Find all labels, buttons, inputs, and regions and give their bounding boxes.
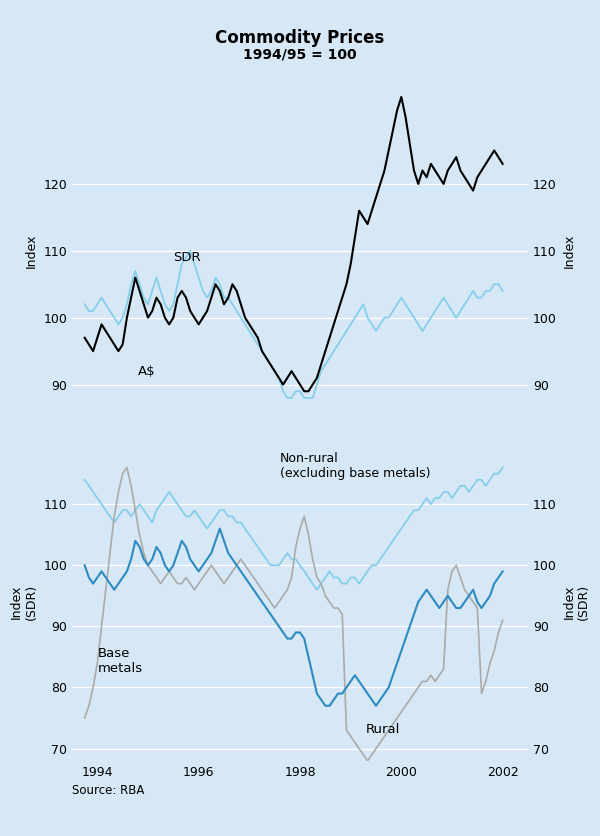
Text: 1994/95 = 100: 1994/95 = 100 [243, 48, 357, 61]
Y-axis label: Index
(SDR): Index (SDR) [562, 584, 590, 620]
Text: Source: RBA: Source: RBA [72, 783, 145, 797]
Text: Rural: Rural [366, 723, 400, 737]
Text: Non-rural
(excluding base metals): Non-rural (excluding base metals) [280, 451, 430, 480]
Y-axis label: Index: Index [25, 233, 38, 268]
Text: A$: A$ [138, 364, 155, 378]
Y-axis label: Index
(SDR): Index (SDR) [10, 584, 38, 620]
Text: SDR: SDR [173, 251, 201, 264]
Y-axis label: Index: Index [562, 233, 575, 268]
Text: Commodity Prices: Commodity Prices [215, 28, 385, 47]
Text: Base
metals: Base metals [97, 647, 142, 675]
